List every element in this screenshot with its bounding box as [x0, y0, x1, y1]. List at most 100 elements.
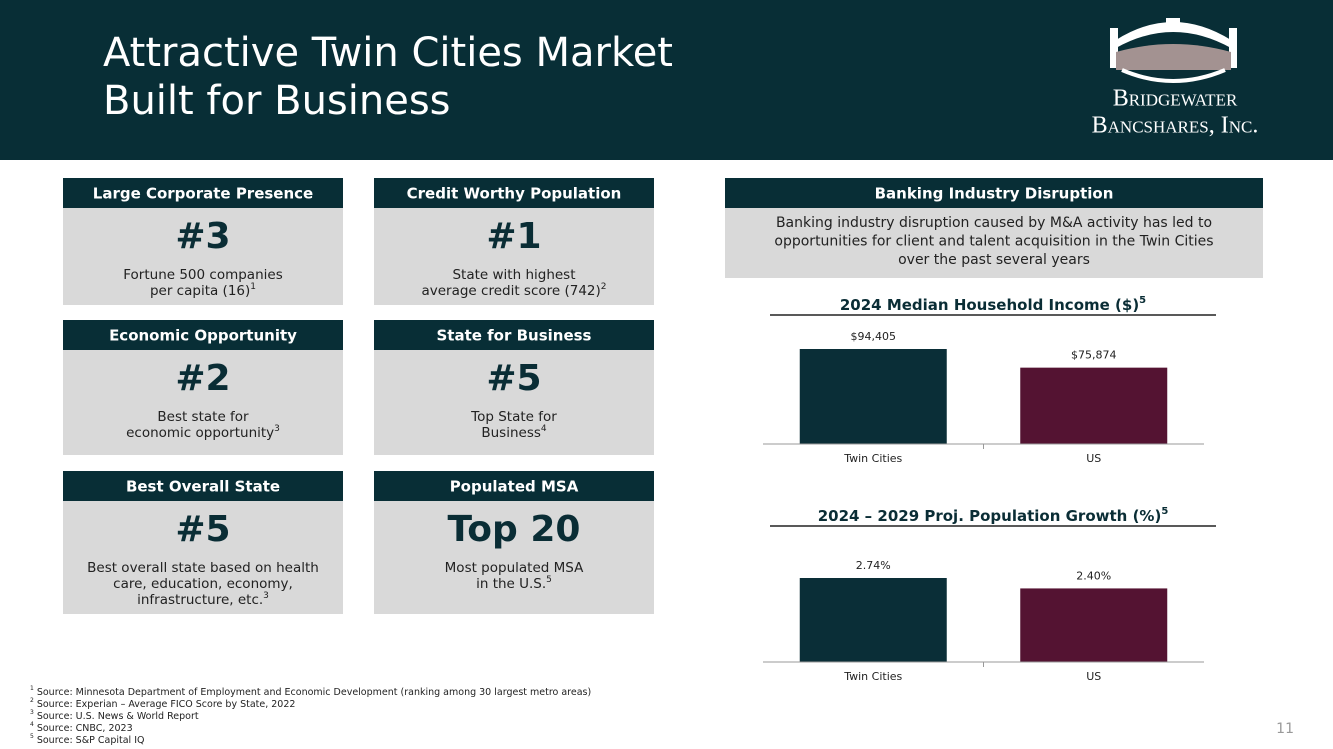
box-text: care, education, economy,	[113, 576, 293, 592]
box-text: per capita (16)1	[150, 282, 256, 300]
box-heading-bg	[63, 471, 343, 501]
superscript: 5	[1139, 295, 1146, 306]
footnote-text: Source: S&P Capital IQ	[37, 735, 145, 746]
footnote: 4 Source: CNBC, 2023	[30, 721, 133, 734]
box-text: Best state for	[157, 409, 249, 425]
box-rank: Top 20	[448, 509, 581, 550]
box-heading-bg	[374, 471, 654, 501]
box-line: Fortune 500 companies	[123, 267, 282, 283]
box-text: Best overall state based on health	[87, 560, 319, 576]
box-heading: Large Corporate Presence	[93, 185, 313, 203]
box-body	[374, 350, 654, 455]
footnote-text: Source: Minnesota Department of Employme…	[37, 687, 591, 698]
footnote-text: Source: CNBC, 2023	[37, 723, 133, 734]
disruption-body	[725, 208, 1263, 278]
superscript: 5	[546, 575, 552, 585]
box-text: infrastructure, etc.3	[137, 591, 269, 609]
value-label: 2.40%	[1076, 569, 1111, 582]
disruption-heading: Banking Industry Disruption	[875, 185, 1114, 203]
value-label: $94,405	[851, 330, 897, 343]
box-line: Most populated MSA	[445, 560, 584, 576]
page-number: 11	[1276, 721, 1294, 737]
box-line: infrastructure, etc.	[137, 592, 263, 608]
box-heading-bg	[374, 178, 654, 208]
slide-title: Attractive Twin Cities Market	[103, 30, 673, 76]
box-heading-bg	[374, 320, 654, 350]
box-line: economic opportunity	[126, 425, 274, 441]
box-line: in the U.S.	[476, 576, 546, 592]
box-body	[63, 208, 343, 305]
logo-text: Bridgewater	[1113, 86, 1238, 112]
box-body	[374, 501, 654, 614]
bar	[799, 349, 947, 444]
box-heading-bg	[63, 320, 343, 350]
box-line: Top State for	[470, 409, 557, 425]
bar	[1020, 367, 1168, 444]
bar	[799, 578, 947, 662]
box-text: Fortune 500 companies	[123, 267, 282, 283]
box-rank: #3	[175, 216, 230, 257]
box-heading: State for Business	[436, 327, 591, 345]
box-line: per capita (16)	[150, 283, 250, 299]
box-text: economic opportunity3	[126, 424, 280, 442]
superscript: 1	[30, 685, 34, 692]
superscript: 1	[250, 282, 256, 292]
box-line: Business	[481, 425, 541, 441]
bar	[1020, 588, 1168, 662]
chart-title-text: 2024 Median Household Income ($)	[840, 296, 1139, 314]
box-line: average credit score (742)	[421, 283, 600, 299]
box-text: Top State for	[470, 409, 557, 425]
box-rank: #1	[486, 216, 541, 257]
box-body	[63, 350, 343, 455]
box-heading: Credit Worthy Population	[407, 185, 622, 203]
box-text: State with highest	[452, 267, 575, 283]
box-heading: Economic Opportunity	[109, 327, 297, 345]
footnote-text: Source: Experian – Average FICO Score by…	[37, 699, 296, 710]
footnote-text: Source: U.S. News & World Report	[37, 711, 199, 722]
x-tick-label: Twin Cities	[843, 670, 902, 683]
logo-mark	[1110, 18, 1237, 83]
box-text: Business4	[481, 424, 547, 442]
superscript: 2	[30, 697, 34, 704]
box-heading: Best Overall State	[126, 478, 280, 496]
footnote: 1 Source: Minnesota Department of Employm…	[30, 685, 591, 698]
box-body	[63, 501, 343, 614]
box-rank: #5	[175, 509, 230, 550]
value-label: 2.74%	[856, 559, 891, 572]
value-label: $75,874	[1071, 349, 1117, 362]
box-heading: Populated MSA	[450, 478, 579, 496]
box-text: in the U.S.5	[476, 575, 552, 593]
chart-title-text: 2024 – 2029 Proj. Population Growth (%)	[818, 507, 1162, 525]
disruption-heading-bg	[725, 178, 1263, 208]
x-tick-label: US	[1086, 670, 1101, 683]
chart-title: 2024 – 2029 Proj. Population Growth (%)5	[818, 506, 1169, 525]
box-body	[374, 208, 654, 305]
footnote: 2 Source: Experian – Average FICO Score b…	[30, 697, 295, 710]
chart-title: 2024 Median Household Income ($)5	[840, 295, 1146, 314]
logo-text: Bancshares, Inc.	[1092, 113, 1259, 139]
box-line: Best state for	[157, 409, 249, 425]
disruption-text: over the past several years	[898, 252, 1090, 268]
box-line: State with highest	[452, 267, 575, 283]
superscript: 4	[30, 721, 34, 728]
box-line: Best overall state based on health	[87, 560, 319, 576]
box-text: average credit score (742)2	[421, 282, 606, 300]
superscript: 2	[601, 282, 607, 292]
box-text: Most populated MSA	[445, 560, 584, 576]
footnote: 5 Source: S&P Capital IQ	[30, 733, 144, 746]
box-rank: #5	[486, 358, 541, 399]
x-tick-label: US	[1086, 452, 1101, 465]
disruption-text: opportunities for client and talent acqu…	[774, 234, 1213, 250]
superscript: 3	[274, 424, 280, 434]
superscript: 5	[1161, 506, 1168, 517]
x-tick-label: Twin Cities	[843, 452, 902, 465]
disruption-text: Banking industry disruption caused by M&…	[776, 215, 1212, 231]
superscript: 3	[263, 591, 269, 601]
header-band	[0, 0, 1333, 160]
superscript: 5	[30, 733, 34, 740]
box-rank: #2	[175, 358, 230, 399]
box-heading-bg	[63, 178, 343, 208]
footnote: 3 Source: U.S. News & World Report	[30, 709, 199, 722]
superscript: 4	[541, 424, 547, 434]
